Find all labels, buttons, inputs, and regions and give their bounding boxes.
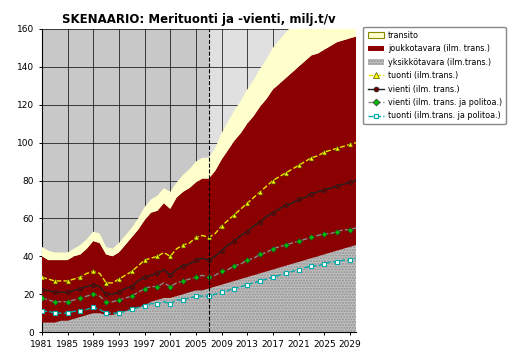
Bar [42, 29, 209, 332]
Title: SKENAARIO: Merituonti ja -vienti, milj.t/v: SKENAARIO: Merituonti ja -vienti, milj.t… [62, 13, 336, 26]
Bar [209, 29, 356, 332]
Legend: transito, joukkotavara (ilm. trans.), yksikkötavara (ilm.trans.), tuonti (ilm.tr: transito, joukkotavara (ilm. trans.), yk… [364, 27, 506, 125]
